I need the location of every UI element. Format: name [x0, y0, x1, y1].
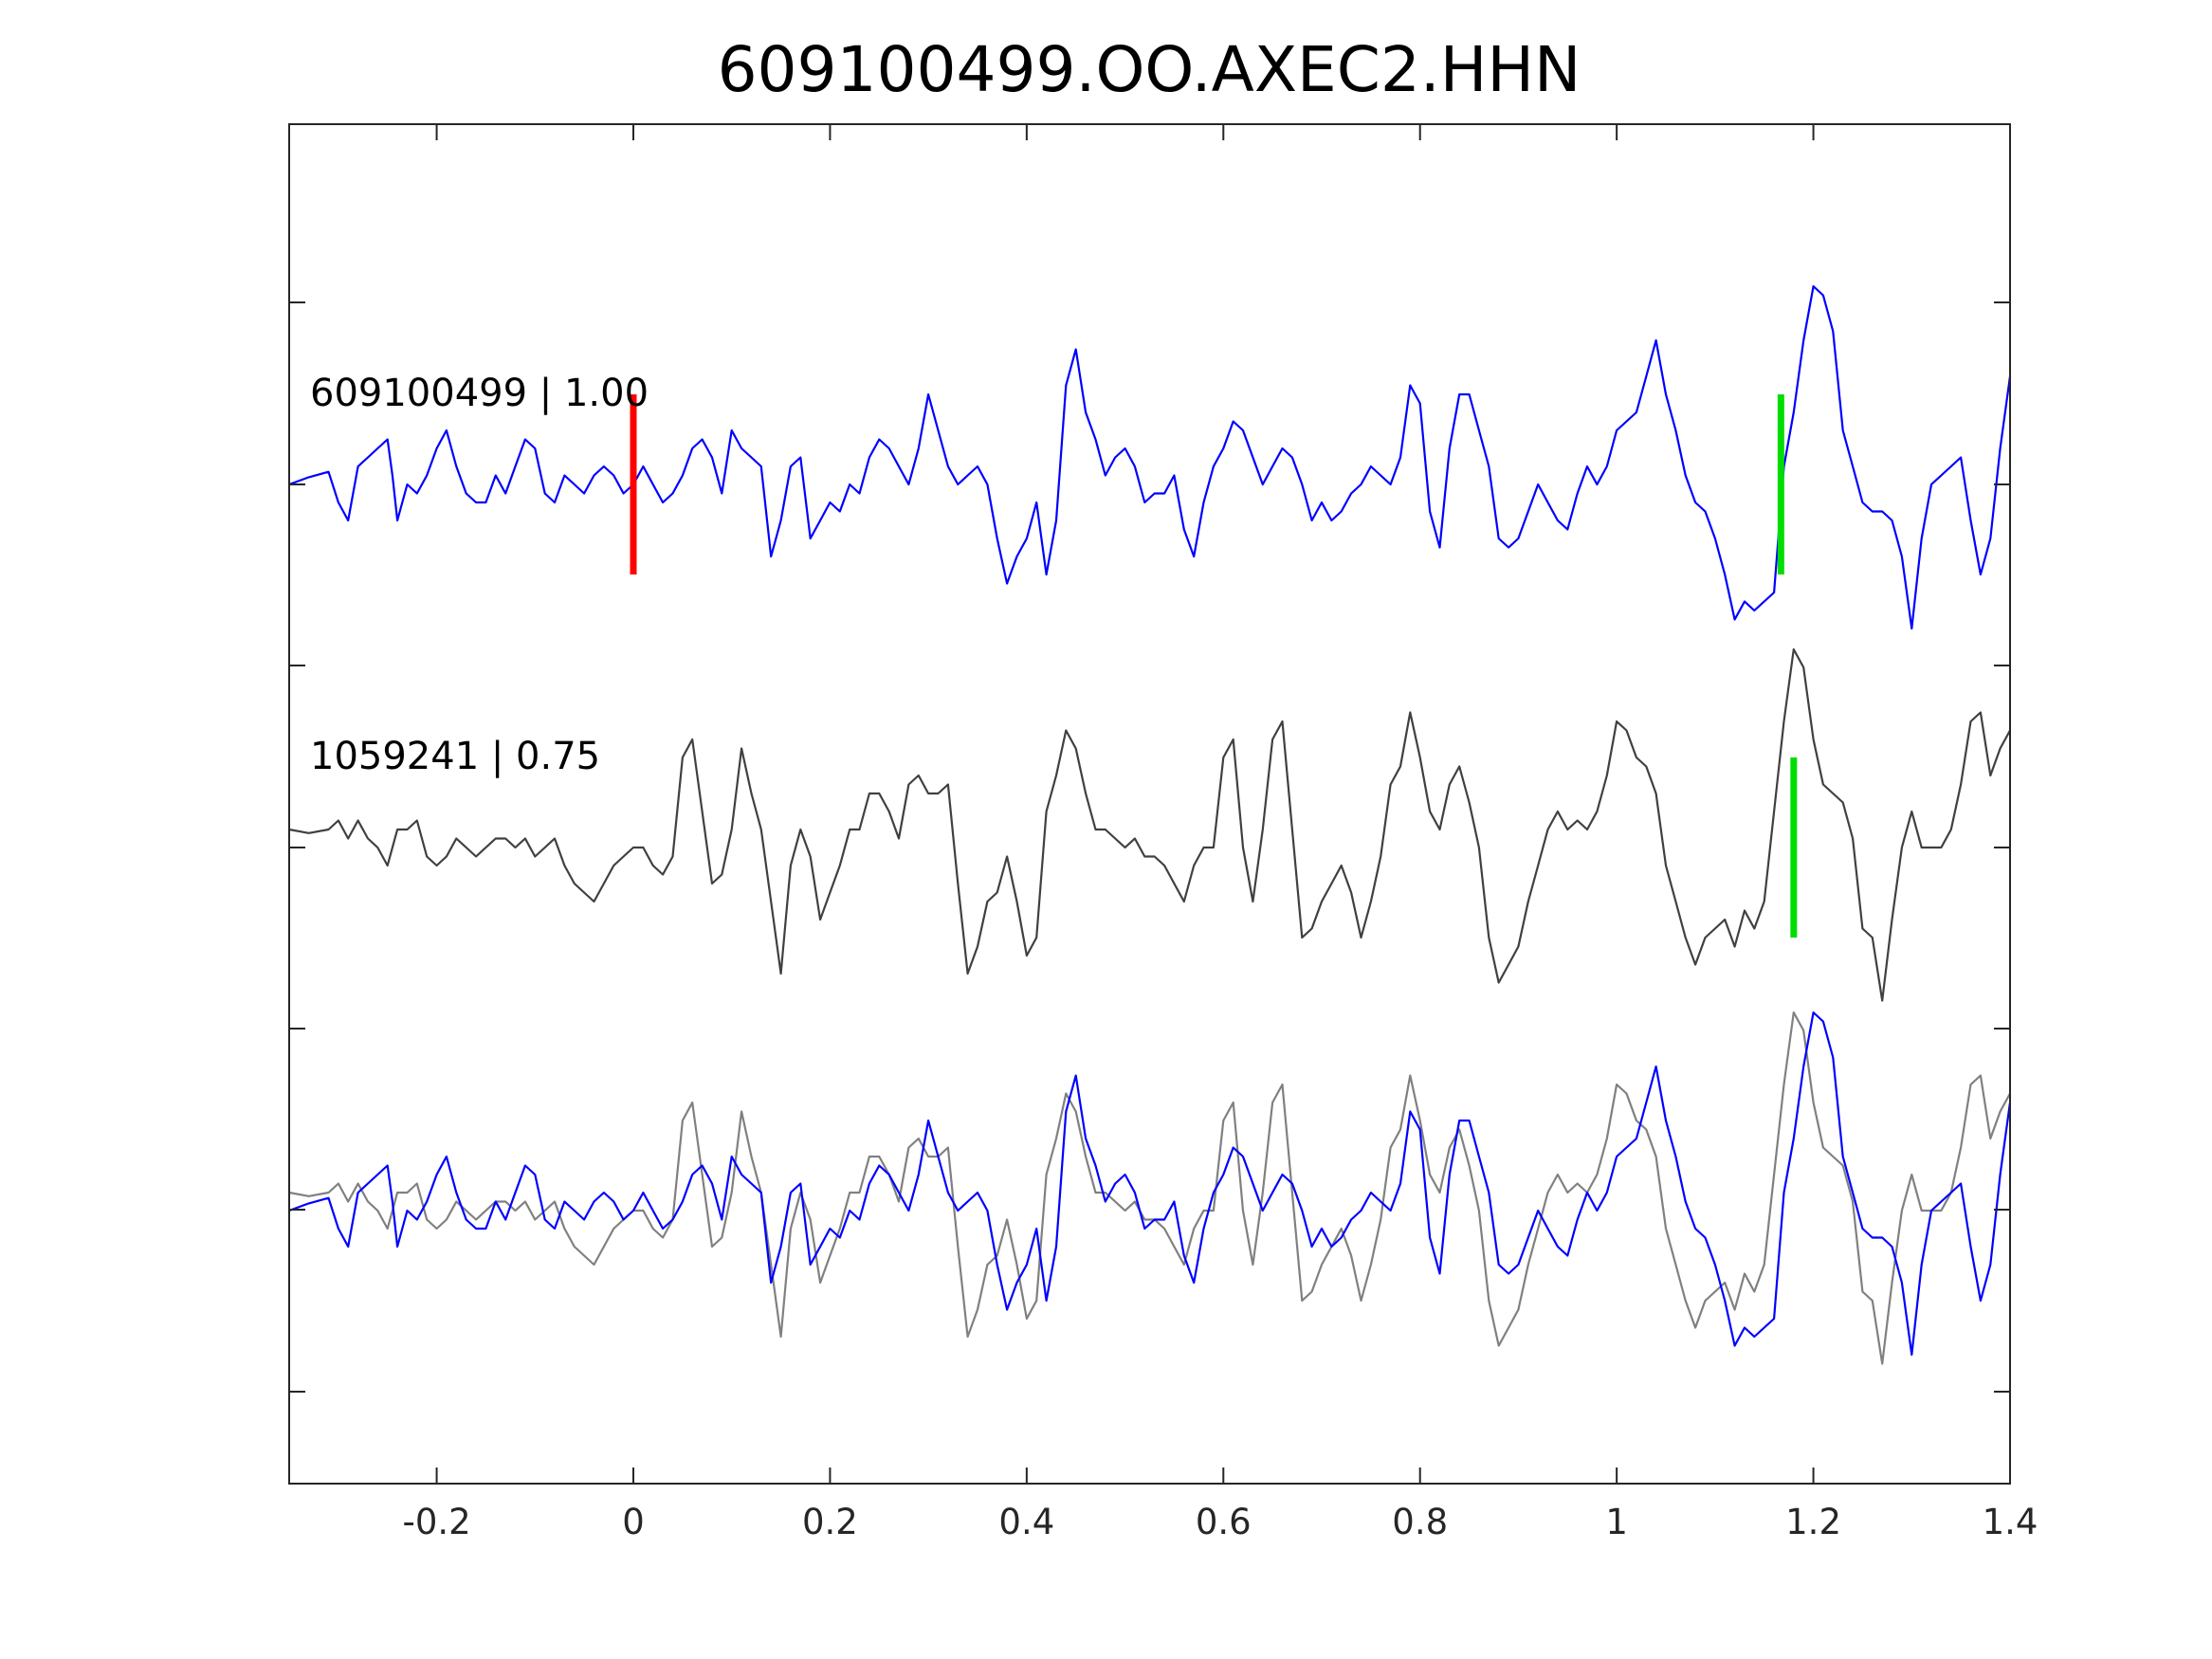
trace-line-1 [288, 647, 2011, 1002]
trace-labels: 609100499 | 1.00 1059241 | 0.75 [310, 372, 649, 778]
x-tick-label: 0.6 [1196, 1502, 1252, 1542]
trace-line-0 [288, 284, 2012, 630]
trace-label-0: 609100499 | 1.00 [310, 372, 649, 415]
x-tick-label: 0.2 [802, 1502, 858, 1542]
x-tick-label: 1 [1605, 1502, 1628, 1542]
plot-area [288, 284, 2012, 1365]
x-tick-label: -0.2 [402, 1502, 470, 1542]
x-tick-label: 0 [622, 1502, 645, 1542]
x-tick-label: 0.8 [1392, 1502, 1448, 1542]
axes-box [288, 123, 2011, 1485]
axis-ticks: -0.2 0 0.2 0.4 0.6 0.8 1 1.2 1.4 [289, 124, 2038, 1542]
overlay-line-0 [288, 1011, 2011, 1365]
x-tick-label: 1.2 [1785, 1502, 1841, 1542]
x-tick-label: 0.4 [998, 1502, 1054, 1542]
overlay-line-1 [288, 1011, 2012, 1357]
chart-title: 609100499.OO.AXEC2.HHN [718, 33, 1581, 106]
trace-label-1: 1059241 | 0.75 [310, 735, 600, 778]
x-tick-label: 1.4 [1983, 1502, 2038, 1542]
